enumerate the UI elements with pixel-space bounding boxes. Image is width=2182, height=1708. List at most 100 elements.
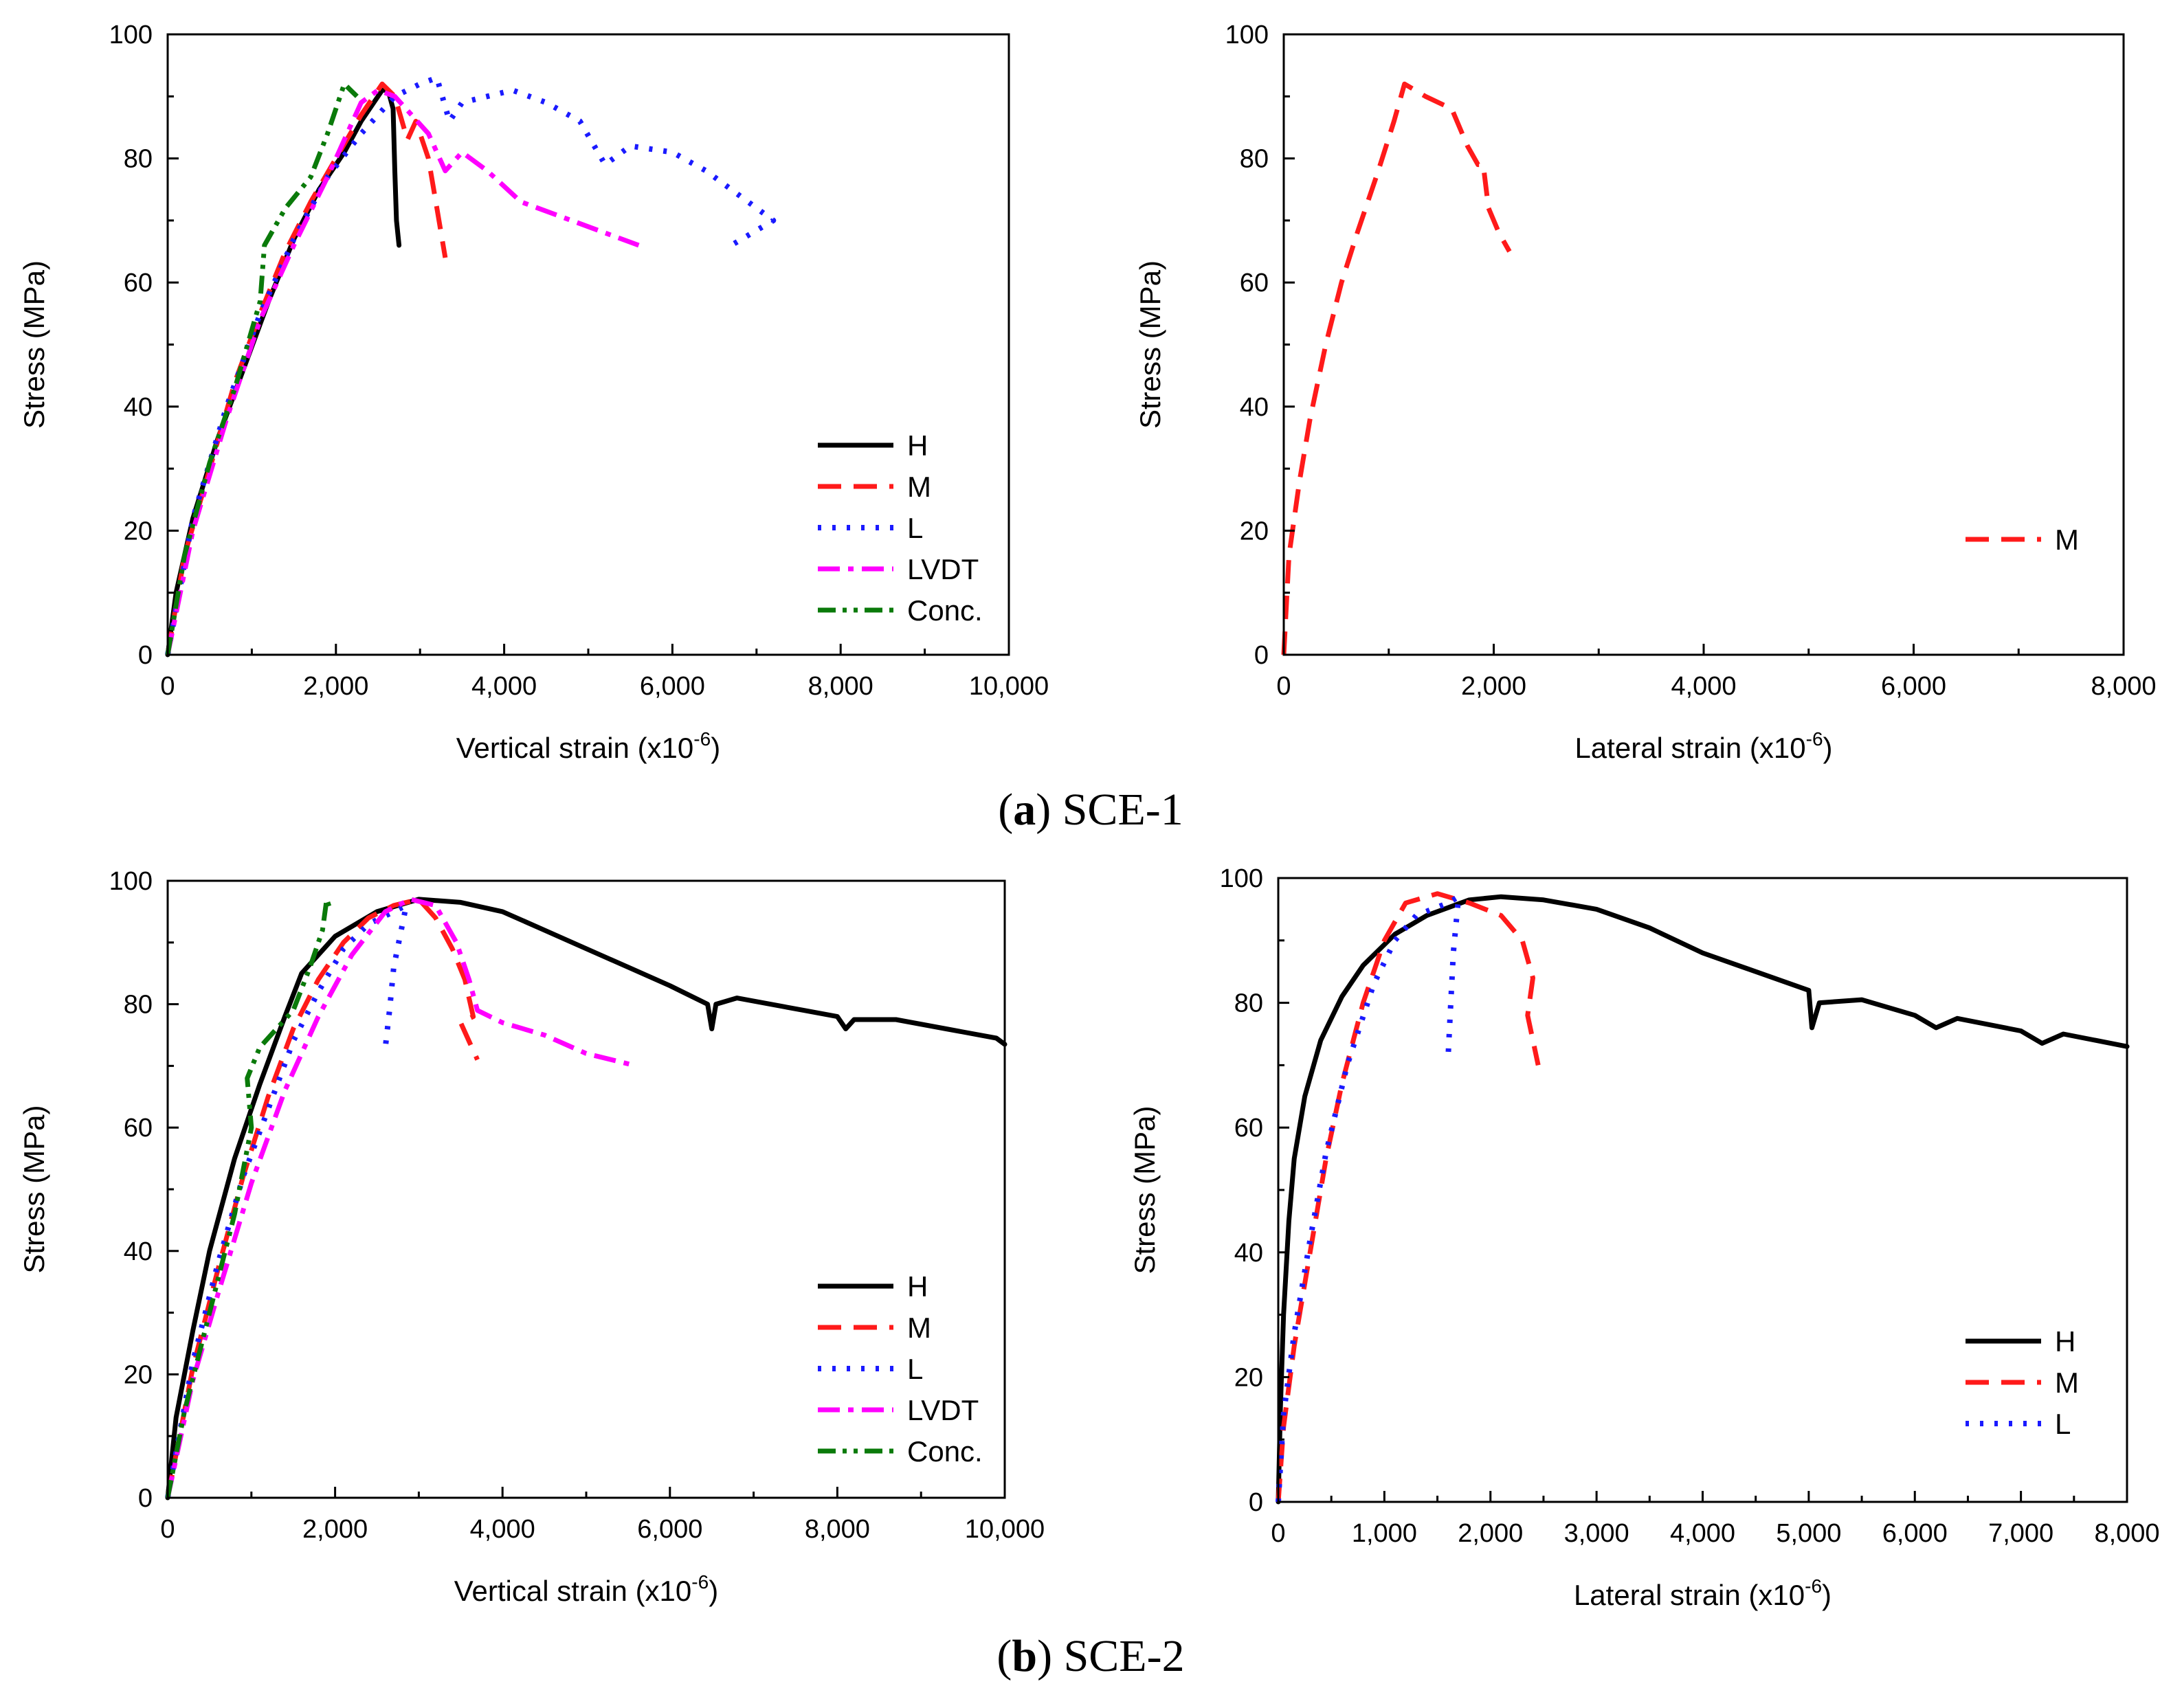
x-tick-label: 0 — [160, 1515, 175, 1544]
legend-label-h: H — [907, 429, 928, 462]
x-axis-title: Lateral strain (x10-6) — [1574, 728, 1832, 764]
x-axis-title: Vertical strain (x10-6) — [454, 1571, 718, 1607]
series-line-m — [1281, 81, 1512, 655]
x-tick-label: 0 — [1276, 672, 1291, 701]
caption-a-text: SCE-1 — [1062, 785, 1183, 835]
y-tick-label: 60 — [124, 1114, 153, 1143]
series-line-h — [1276, 894, 2130, 1505]
chart-sce2-vertical: 0 2,000 4,000 6,000 8,000 10,000 0 20 40 60 80 100 V… — [18, 867, 1045, 1607]
y-axis-title: Stress (MPa) — [1134, 260, 1166, 429]
series-line-l — [165, 75, 777, 655]
legend-label-lvdt: LVDT — [907, 553, 979, 585]
caption-a: (a) SCE-1 — [998, 785, 1183, 835]
series-line-conc — [165, 897, 333, 1498]
y-tick-label: 20 — [124, 517, 153, 546]
y-tick-label: 20 — [124, 1360, 153, 1389]
y-tick-label: 60 — [1240, 269, 1269, 297]
plot-frame — [166, 33, 1010, 656]
x-tick-label: 6,000 — [1882, 1519, 1948, 1548]
legend-label-l: L — [907, 512, 923, 544]
x-tick-label: 2,000 — [1458, 1519, 1523, 1548]
x-tick-label: 8,000 — [2091, 672, 2156, 701]
x-tick-label: 3,000 — [1564, 1519, 1629, 1548]
y-tick-label: 0 — [138, 1484, 153, 1513]
legend-label-h: H — [907, 1270, 928, 1303]
x-axis-title-exponent: -6 — [1805, 1575, 1822, 1597]
x-axis-title-exponent: -6 — [691, 1571, 709, 1593]
x-tick-label: 10,000 — [965, 1515, 1045, 1544]
x-tick-label: 0 — [160, 672, 175, 701]
chart-sce2-lateral: 0 1,000 2,000 3,000 4,000 5,000 6,000 7,000 8,00… — [1128, 864, 2160, 1611]
x-tick-label: 2,000 — [302, 1515, 368, 1544]
plot-frame — [1277, 877, 2128, 1503]
y-tick-label: 40 — [124, 1237, 153, 1266]
legend-label-m: M — [2055, 524, 2079, 556]
x-tick-label: 5,000 — [1776, 1519, 1841, 1548]
legend-label-lvdt: LVDT — [907, 1394, 979, 1426]
x-axis-title-close: ) — [1823, 732, 1833, 764]
series-line-lvdt — [165, 87, 640, 655]
x-axis-title-text: Lateral strain (x10 — [1574, 1579, 1805, 1611]
y-tick-label: 40 — [1234, 1239, 1263, 1268]
y-tick-label: 80 — [1234, 989, 1263, 1018]
y-tick-label: 80 — [124, 991, 153, 1020]
y-tick-label: 40 — [1240, 393, 1269, 422]
legend-label-m: M — [907, 471, 931, 503]
x-tick-label: 2,000 — [303, 672, 368, 701]
legend-label-l: L — [907, 1353, 923, 1385]
x-tick-label: 4,000 — [471, 672, 537, 701]
y-tick-label: 0 — [1249, 1488, 1263, 1517]
x-tick-label: 8,000 — [808, 672, 873, 701]
caption-b-text: SCE-2 — [1064, 1631, 1185, 1681]
x-tick-label: 6,000 — [1881, 672, 1946, 701]
series-line-m — [1276, 891, 1541, 1503]
x-axis-title: Lateral strain (x10-6) — [1574, 1575, 1832, 1611]
y-axis-title: Stress (MPa) — [1128, 1105, 1161, 1274]
y-tick-label: 20 — [1234, 1363, 1263, 1392]
y-tick-label: 80 — [1240, 145, 1269, 174]
x-tick-label: 7,000 — [1988, 1519, 2053, 1548]
series-line-m — [165, 897, 480, 1498]
x-tick-label: 0 — [1271, 1519, 1285, 1548]
x-axis-title-text: Vertical strain (x10 — [456, 732, 693, 764]
y-tick-label: 40 — [124, 393, 153, 422]
caption-b: (b) SCE-2 — [997, 1631, 1184, 1681]
y-tick-label: 60 — [124, 269, 153, 297]
x-axis-title-exponent: -6 — [693, 728, 711, 750]
chart-sce1-lateral: 0 2,000 4,000 6,000 8,000 0 20 40 60 80 100 Lateral… — [1134, 21, 2157, 764]
series-line-h — [165, 87, 402, 658]
x-tick-label: 10,000 — [969, 672, 1049, 701]
x-axis-title-close: ) — [711, 732, 720, 764]
y-tick-label: 20 — [1240, 517, 1269, 546]
x-tick-label: 1,000 — [1352, 1519, 1417, 1548]
x-tick-label: 4,000 — [1671, 672, 1736, 701]
y-tick-label: 60 — [1234, 1114, 1263, 1143]
legend-label-l: L — [2055, 1408, 2071, 1440]
y-tick-label: 100 — [1220, 864, 1263, 893]
y-axis-title: Stress (MPa) — [18, 1105, 50, 1273]
series-line-h — [165, 897, 1007, 1501]
legend-label-conc: Conc. — [907, 594, 983, 627]
x-tick-label: 6,000 — [637, 1515, 702, 1544]
series-line-lvdt — [165, 897, 637, 1498]
y-tick-label: 100 — [1225, 21, 1269, 49]
x-axis-title: Vertical strain (x10-6) — [456, 728, 720, 764]
caption-a-label: a — [1013, 785, 1036, 835]
x-tick-label: 4,000 — [470, 1515, 535, 1544]
y-tick-label: 100 — [109, 867, 153, 896]
x-tick-label: 8,000 — [2094, 1519, 2159, 1548]
legend-label-h: H — [2055, 1325, 2075, 1358]
x-tick-label: 6,000 — [640, 672, 705, 701]
plot-frame — [166, 879, 1006, 1499]
x-tick-label: 4,000 — [1670, 1519, 1735, 1548]
plot-frame — [1282, 33, 2125, 656]
legend-label-conc: Conc. — [907, 1435, 983, 1468]
y-tick-label: 100 — [109, 21, 153, 49]
y-tick-label: 80 — [124, 145, 153, 174]
x-tick-label: 2,000 — [1461, 672, 1526, 701]
x-tick-label: 8,000 — [805, 1515, 870, 1544]
x-axis-title-text: Lateral strain (x10 — [1574, 732, 1805, 764]
series-line-l — [165, 902, 410, 1498]
y-tick-label: 0 — [1254, 641, 1269, 670]
